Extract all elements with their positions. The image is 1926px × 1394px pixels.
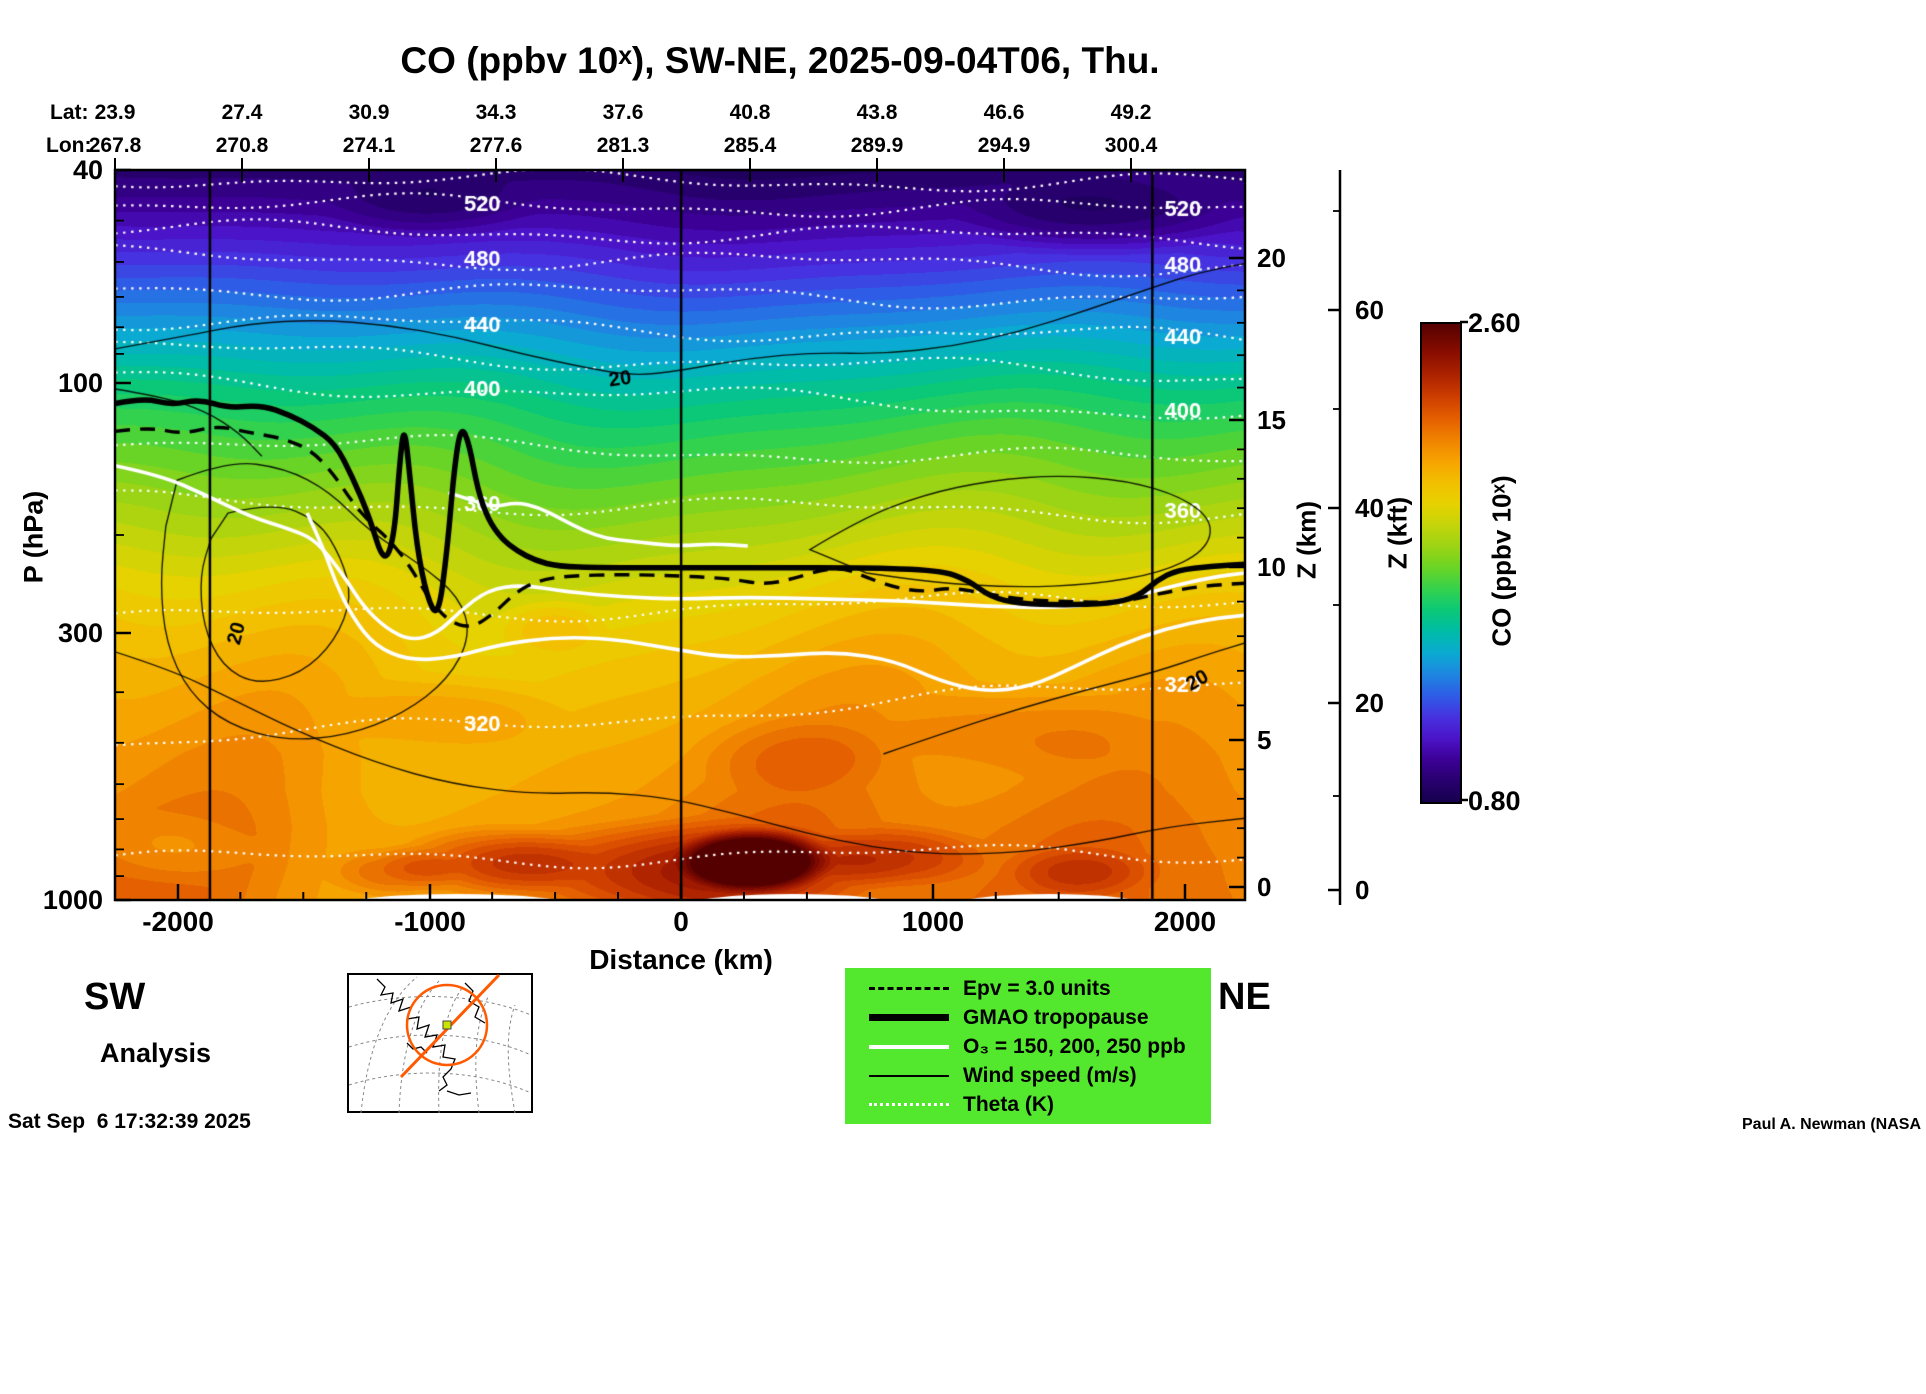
z-kft-axis-title: Z (kft)	[1382, 496, 1413, 570]
inset-map	[347, 973, 533, 1113]
top-axis-lat-value: 27.4	[221, 101, 263, 124]
top-axis-lon-value: 294.9	[977, 134, 1031, 157]
z-km-axis-title: Z (km)	[1291, 501, 1322, 579]
credit: Paul A. Newman (NASA	[1742, 1116, 1921, 1133]
top-axis-lat-value: 30.9	[348, 101, 390, 124]
top-axis-lat-value: 49.2	[1110, 101, 1152, 124]
top-axis-lon-value: 267.8	[88, 134, 142, 157]
pressure-tick-label: 300	[57, 618, 103, 648]
lon-axis-prefix: Lon:	[46, 134, 92, 157]
map-range-circle	[405, 983, 489, 1067]
colorbar-title: CO (ppbv 10ˣ)	[1486, 475, 1517, 647]
top-axis-lon-value: 274.1	[342, 134, 396, 157]
legend-item-label: Theta (K)	[963, 1092, 1054, 1116]
distance-tick-label: 2000	[1153, 906, 1217, 937]
top-axis-lat-value: 37.6	[602, 101, 644, 124]
distance-axis-title: Distance (km)	[589, 944, 773, 975]
top-axis-lon-value: 300.4	[1104, 134, 1158, 157]
pressure-tick-label: 1000	[42, 885, 103, 915]
distance-tick-label: -1000	[394, 906, 466, 937]
legend-line-sample-thick-black	[869, 1014, 949, 1021]
legend-item-label: GMAO tropopause	[963, 1005, 1149, 1029]
top-axis-lon-value: 281.3	[596, 134, 650, 157]
pressure-axis-title: P (hPa)	[18, 490, 49, 584]
top-axis-lon-value: 270.8	[215, 134, 269, 157]
top-axis-lat-value: 34.3	[475, 101, 517, 124]
legend-item: Epv = 3.0 units	[845, 974, 1211, 1003]
top-axis-lat-value: 43.8	[856, 101, 898, 124]
colorbar-max-label: 2.60	[1468, 308, 1521, 338]
legend-item: Theta (K)	[845, 1090, 1211, 1119]
legend-item-label: O₃ = 150, 200, 250 ppb	[963, 1034, 1186, 1058]
z-km-tick-label: 0	[1257, 872, 1272, 902]
z-kft-tick-label: 0	[1355, 875, 1370, 905]
legend-item-label: Wind speed (m/s)	[963, 1063, 1137, 1087]
top-axis-lat-value: 46.6	[983, 101, 1025, 124]
pressure-tick-label: 100	[57, 368, 103, 398]
lat-axis-prefix: Lat:	[50, 101, 89, 124]
pressure-tick-label: 40	[72, 155, 103, 185]
legend-line-sample-dotted-white	[869, 1103, 949, 1106]
legend-line-sample-dashed-black	[869, 987, 949, 990]
z-km-tick-label: 5	[1257, 725, 1272, 755]
distance-tick-label: 1000	[901, 906, 965, 937]
legend-line-sample-thin-black	[869, 1074, 949, 1077]
top-axis-lon-value: 289.9	[850, 134, 904, 157]
top-axis-lon-value: 285.4	[723, 134, 777, 157]
legend-item: GMAO tropopause	[845, 1003, 1211, 1032]
colorbar-min-label: 0.80	[1468, 786, 1521, 816]
z-kft-tick-label: 40	[1355, 493, 1384, 523]
legend-line-sample-solid-white	[869, 1044, 949, 1049]
top-axis-lat-value: 23.9	[94, 101, 136, 124]
z-kft-tick-label: 60	[1355, 295, 1384, 325]
analysis-label: Analysis	[100, 1038, 212, 1068]
z-km-tick-label: 15	[1257, 405, 1286, 435]
legend-item: Wind speed (m/s)	[845, 1061, 1211, 1090]
map-center-marker	[442, 1020, 452, 1030]
legend-item: O₃ = 150, 200, 250 ppb	[845, 1032, 1211, 1061]
colorbar	[1420, 322, 1462, 804]
endpoint-sw: SW	[84, 976, 146, 1018]
timestamp: Sat Sep 6 17:32:39 2025	[8, 1110, 251, 1133]
endpoint-ne: NE	[1218, 976, 1271, 1018]
map-frame	[347, 973, 533, 1113]
legend-item-label: Epv = 3.0 units	[963, 976, 1111, 1000]
z-km-tick-label: 20	[1257, 243, 1286, 273]
top-axis-lat-value: 40.8	[729, 101, 771, 124]
top-axis-lon-value: 277.6	[469, 134, 523, 157]
page-title: CO (ppbv 10ˣ), SW-NE, 2025-09-04T06, Thu…	[400, 40, 1160, 81]
legend: Epv = 3.0 units GMAO tropopause O₃ = 150, …	[845, 968, 1211, 1124]
co-cross-section-field	[115, 170, 1245, 900]
distance-tick-label: 0	[673, 906, 689, 937]
z-kft-tick-label: 20	[1355, 688, 1384, 718]
z-km-tick-label: 10	[1257, 552, 1286, 582]
distance-tick-label: -2000	[142, 906, 214, 937]
map-graticule	[348, 976, 532, 1113]
